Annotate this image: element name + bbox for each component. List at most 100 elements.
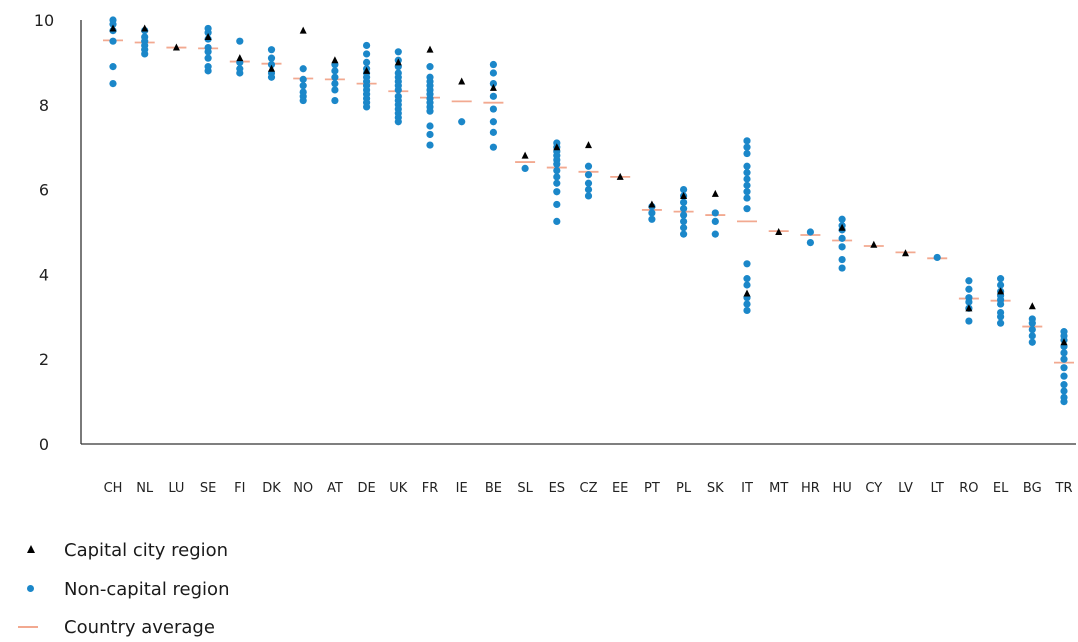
region-dot bbox=[743, 162, 751, 170]
x-tick-label: FR bbox=[422, 481, 439, 496]
region-dot bbox=[965, 298, 973, 306]
region-dot bbox=[1028, 325, 1036, 334]
capital-marker bbox=[711, 189, 719, 197]
x-tick-label: UK bbox=[389, 481, 408, 496]
region-dot bbox=[236, 69, 244, 77]
region-dot bbox=[997, 319, 1005, 327]
region-dot bbox=[838, 215, 846, 223]
region-dot bbox=[711, 209, 719, 217]
capital-marker bbox=[648, 200, 656, 208]
region-dot bbox=[553, 166, 561, 175]
legend-label: Non-capital region bbox=[64, 578, 230, 600]
region-dot bbox=[204, 67, 212, 75]
region-dot bbox=[267, 73, 276, 81]
region-dot bbox=[331, 86, 339, 94]
region-dot bbox=[838, 234, 846, 242]
region-dot bbox=[1060, 372, 1068, 380]
region-dot bbox=[680, 217, 688, 225]
legend-label: Capital city region bbox=[64, 539, 229, 561]
region-dot bbox=[584, 186, 593, 194]
region-dot bbox=[584, 192, 593, 200]
x-tick-label: CH bbox=[104, 481, 123, 496]
capital-marker bbox=[299, 26, 307, 34]
region-dot bbox=[743, 181, 751, 189]
region-dot bbox=[1028, 338, 1036, 346]
region-dot bbox=[363, 50, 371, 58]
y-tick-label: 2 bbox=[39, 350, 49, 369]
capital-marker bbox=[394, 58, 402, 66]
region-dot bbox=[743, 275, 751, 283]
capital-marker bbox=[426, 45, 434, 53]
region-dot bbox=[331, 96, 339, 105]
region-dot bbox=[267, 54, 276, 62]
region-dot bbox=[584, 162, 593, 170]
x-tick-label: EE bbox=[612, 481, 628, 496]
capital-marker bbox=[585, 141, 592, 149]
region-dot bbox=[648, 209, 656, 217]
x-tick-label: BE bbox=[485, 481, 502, 496]
region-dot bbox=[997, 275, 1005, 283]
region-dot bbox=[1028, 319, 1036, 327]
region-dot bbox=[204, 54, 212, 62]
region-dot bbox=[299, 82, 307, 90]
region-dot bbox=[331, 67, 339, 75]
x-tick-label: DE bbox=[357, 481, 375, 496]
x-tick-label: LV bbox=[898, 481, 913, 496]
capital-marker bbox=[997, 287, 1005, 295]
x-tick-label: HU bbox=[832, 481, 851, 496]
triangle-icon bbox=[18, 540, 44, 560]
region-dot bbox=[648, 215, 656, 223]
capital-marker bbox=[1028, 302, 1036, 310]
region-dot bbox=[553, 160, 561, 168]
x-tick-label: BG bbox=[1023, 481, 1042, 496]
capital-marker bbox=[965, 304, 973, 312]
region-dot bbox=[997, 281, 1005, 289]
x-tick-label: EL bbox=[993, 481, 1009, 496]
x-tick-label: MT bbox=[769, 481, 788, 496]
chart: 0 2 4 6 8 10 CH NL LU SE FI DK NO AT DE UK FR IE BE SL ES CZ… bbox=[34, 11, 1076, 496]
y-tick-label: 8 bbox=[39, 96, 49, 115]
x-tick-label: PL bbox=[676, 481, 692, 496]
region-dot bbox=[204, 48, 212, 56]
x-tick-label: IT bbox=[741, 481, 753, 496]
capital-marker bbox=[838, 223, 846, 231]
region-dot bbox=[394, 48, 402, 56]
region-dot bbox=[204, 29, 212, 37]
region-dot bbox=[299, 65, 307, 73]
region-dot bbox=[806, 228, 815, 236]
region-dot bbox=[426, 107, 434, 115]
region-dot bbox=[743, 260, 751, 268]
capital-marker bbox=[616, 172, 624, 180]
x-tick-label: SE bbox=[200, 481, 216, 496]
region-dot bbox=[1060, 398, 1068, 406]
region-dot bbox=[109, 20, 117, 28]
x-tick-label: DK bbox=[262, 481, 281, 496]
capital-marker bbox=[268, 64, 275, 72]
region-dot bbox=[743, 143, 751, 151]
x-tick-label: NO bbox=[293, 481, 313, 496]
capital-marker bbox=[458, 77, 466, 85]
region-dot bbox=[711, 230, 719, 238]
region-dot bbox=[743, 194, 751, 202]
y-tick-label: 0 bbox=[39, 435, 49, 454]
legend-label: Country average bbox=[64, 616, 215, 638]
region-dot bbox=[711, 217, 719, 225]
region-dot bbox=[553, 200, 561, 209]
region-dot bbox=[363, 41, 371, 50]
region-dot bbox=[109, 37, 117, 45]
x-tick-label: SL bbox=[517, 481, 533, 496]
region-dot bbox=[743, 149, 751, 158]
region-dot bbox=[109, 63, 117, 71]
region-dot bbox=[997, 313, 1005, 321]
region-dot bbox=[553, 188, 561, 196]
x-tick-label: PT bbox=[644, 481, 660, 496]
region-dot bbox=[489, 92, 497, 100]
x-tick-label: ES bbox=[549, 481, 565, 496]
region-dot bbox=[965, 277, 973, 285]
dot-icon bbox=[18, 579, 44, 599]
region-dot bbox=[426, 130, 434, 139]
region-dot bbox=[933, 253, 941, 262]
x-tick-label: TR bbox=[1055, 481, 1073, 496]
region-dot bbox=[236, 37, 244, 45]
region-dot bbox=[426, 141, 434, 149]
